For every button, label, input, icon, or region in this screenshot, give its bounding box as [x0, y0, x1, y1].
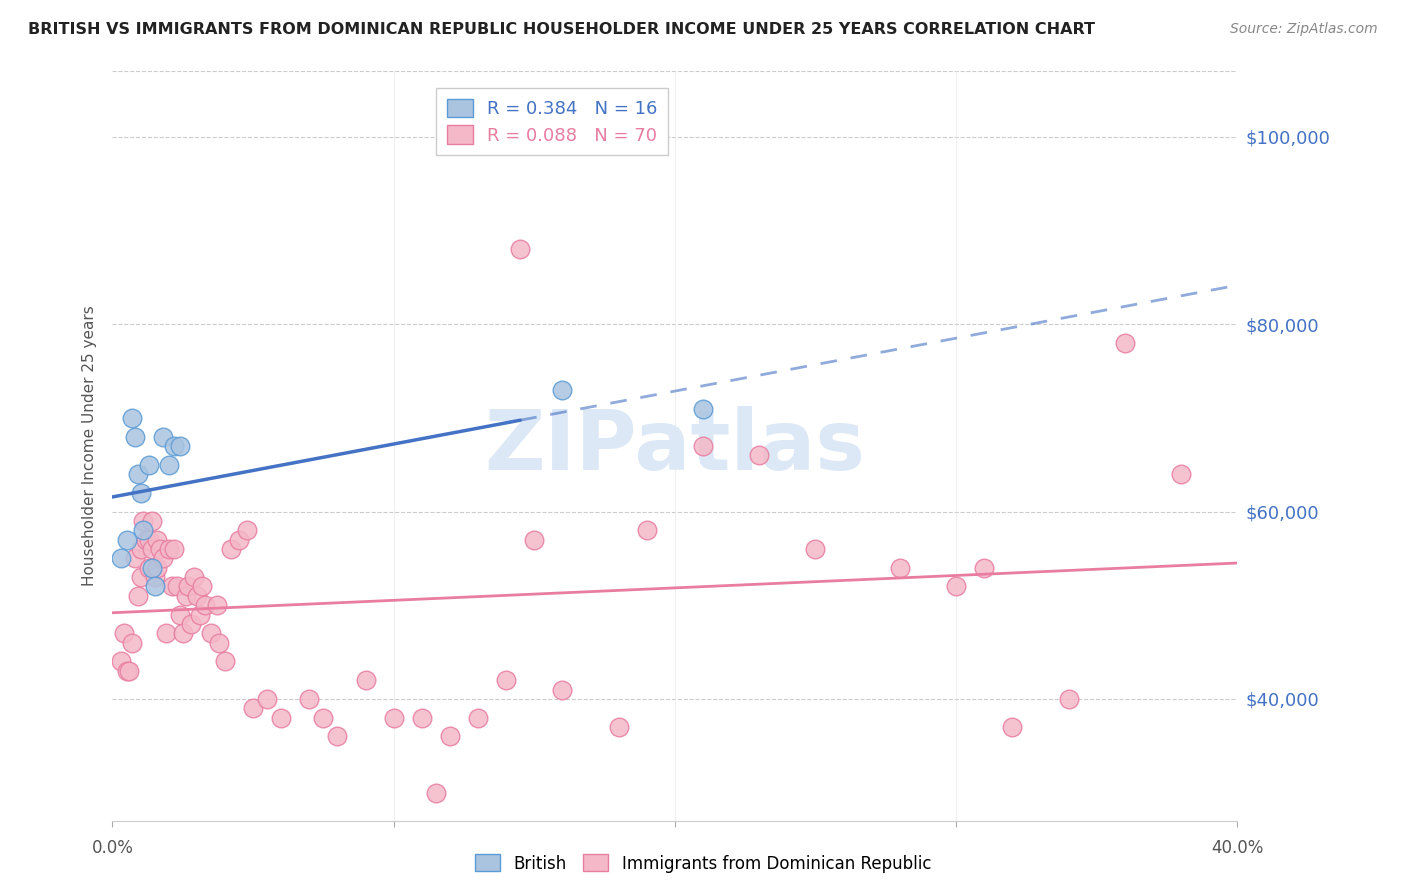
- Point: [495, 673, 517, 688]
- Point: [127, 467, 149, 482]
- Point: [523, 533, 546, 547]
- Point: [129, 570, 152, 584]
- Point: [298, 692, 321, 706]
- Point: [112, 626, 135, 640]
- Text: 0.0%: 0.0%: [91, 839, 134, 857]
- Point: [166, 580, 188, 594]
- Point: [141, 542, 163, 557]
- Point: [208, 636, 231, 650]
- Point: [129, 485, 152, 500]
- Point: [143, 570, 166, 584]
- Point: [607, 720, 630, 734]
- Point: [214, 655, 236, 669]
- Point: [636, 524, 658, 538]
- Point: [163, 542, 186, 557]
- Point: [312, 711, 335, 725]
- Point: [467, 711, 489, 725]
- Point: [188, 607, 211, 622]
- Legend: R = 0.384   N = 16, R = 0.088   N = 70: R = 0.384 N = 16, R = 0.088 N = 70: [436, 88, 668, 155]
- Point: [1057, 692, 1080, 706]
- Point: [155, 626, 177, 640]
- Point: [169, 439, 191, 453]
- Point: [138, 533, 160, 547]
- Point: [146, 533, 169, 547]
- Point: [242, 701, 264, 715]
- Point: [157, 458, 180, 472]
- Point: [121, 636, 143, 650]
- Point: [127, 589, 149, 603]
- Point: [889, 561, 911, 575]
- Point: [551, 383, 574, 397]
- Point: [205, 599, 228, 613]
- Point: [121, 410, 143, 425]
- Point: [200, 626, 222, 640]
- Point: [183, 570, 205, 584]
- Point: [228, 533, 250, 547]
- Point: [509, 243, 531, 257]
- Point: [692, 401, 714, 416]
- Point: [110, 551, 132, 566]
- Text: 40.0%: 40.0%: [1211, 839, 1264, 857]
- Point: [143, 580, 166, 594]
- Point: [115, 533, 138, 547]
- Point: [172, 626, 194, 640]
- Point: [973, 561, 995, 575]
- Point: [186, 589, 208, 603]
- Point: [804, 542, 827, 557]
- Y-axis label: Householder Income Under 25 years: Householder Income Under 25 years: [82, 306, 97, 586]
- Point: [945, 580, 967, 594]
- Point: [115, 664, 138, 678]
- Point: [439, 730, 461, 744]
- Point: [191, 580, 214, 594]
- Point: [748, 449, 770, 463]
- Text: Source: ZipAtlas.com: Source: ZipAtlas.com: [1230, 22, 1378, 37]
- Point: [138, 458, 160, 472]
- Point: [132, 524, 155, 538]
- Point: [219, 542, 242, 557]
- Text: ZIPatlas: ZIPatlas: [485, 406, 865, 486]
- Point: [160, 580, 183, 594]
- Point: [194, 599, 217, 613]
- Point: [692, 439, 714, 453]
- Point: [551, 682, 574, 697]
- Point: [110, 655, 132, 669]
- Point: [174, 589, 197, 603]
- Text: BRITISH VS IMMIGRANTS FROM DOMINICAN REPUBLIC HOUSEHOLDER INCOME UNDER 25 YEARS : BRITISH VS IMMIGRANTS FROM DOMINICAN REP…: [28, 22, 1095, 37]
- Point: [411, 711, 433, 725]
- Point: [124, 430, 146, 444]
- Point: [141, 514, 163, 528]
- Point: [146, 561, 169, 575]
- Point: [163, 439, 186, 453]
- Point: [236, 524, 259, 538]
- Point: [118, 664, 141, 678]
- Point: [1001, 720, 1024, 734]
- Point: [132, 514, 155, 528]
- Point: [149, 542, 172, 557]
- Point: [382, 711, 405, 725]
- Point: [141, 561, 163, 575]
- Point: [157, 542, 180, 557]
- Point: [425, 786, 447, 800]
- Point: [152, 551, 174, 566]
- Point: [138, 561, 160, 575]
- Point: [354, 673, 377, 688]
- Point: [256, 692, 278, 706]
- Point: [169, 607, 191, 622]
- Point: [129, 542, 152, 557]
- Point: [152, 430, 174, 444]
- Point: [177, 580, 200, 594]
- Point: [124, 551, 146, 566]
- Point: [135, 533, 157, 547]
- Point: [180, 617, 202, 632]
- Point: [1114, 336, 1136, 351]
- Point: [326, 730, 349, 744]
- Point: [270, 711, 292, 725]
- Point: [1170, 467, 1192, 482]
- Legend: British, Immigrants from Dominican Republic: British, Immigrants from Dominican Repub…: [468, 847, 938, 880]
